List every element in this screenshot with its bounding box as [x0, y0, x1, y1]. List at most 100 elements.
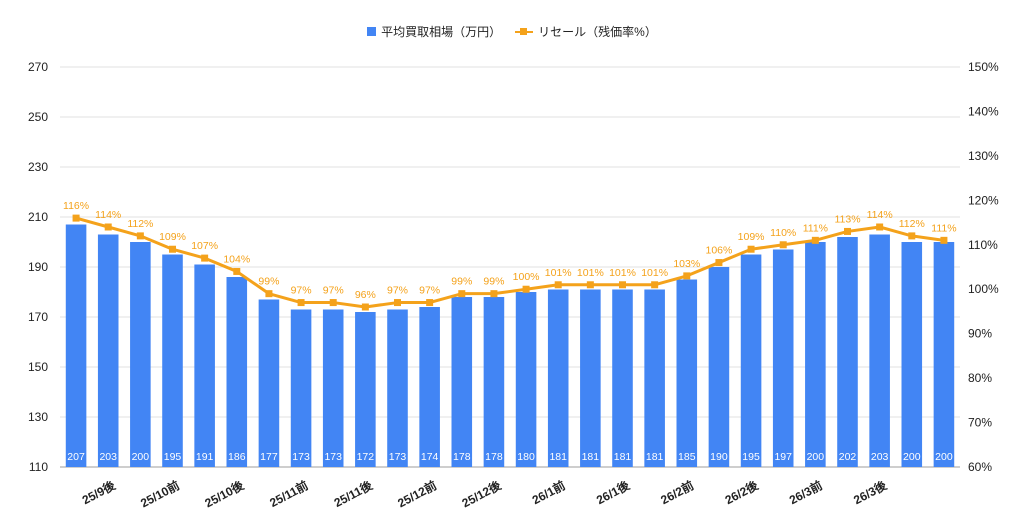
x-tick-label: 25/11後: [331, 477, 375, 510]
line-point: [394, 299, 401, 307]
bar-value-label: 202: [839, 451, 857, 463]
line-point: [747, 245, 755, 253]
bar: [676, 279, 698, 467]
x-tick-label: 25/11前: [267, 477, 311, 510]
line-point: [876, 223, 884, 231]
line-point: [458, 290, 466, 298]
line-value-label: 111%: [803, 222, 828, 234]
bar: [130, 242, 151, 467]
y-left-tick-label: 270: [28, 60, 48, 74]
y-right-tick-label: 80%: [968, 371, 992, 385]
line-value-label: 99%: [451, 276, 472, 288]
bar: [644, 289, 665, 467]
x-tick-label: 26/1前: [529, 477, 567, 507]
y-left-tick-label: 150: [28, 360, 48, 374]
x-tick-label: 25/12前: [395, 477, 439, 510]
bar: [772, 249, 794, 467]
line-value-label: 103%: [673, 258, 700, 270]
bar: [547, 289, 569, 467]
bar-value-label: 172: [357, 451, 375, 463]
legend: 平均買取相場（万円） リセール（残価率%）: [0, 23, 1024, 40]
line-point: [651, 281, 659, 289]
bar-value-label: 191: [196, 451, 214, 463]
bar: [65, 224, 87, 467]
line-value-label: 106%: [705, 245, 732, 257]
line-point: [522, 285, 530, 293]
bar: [322, 309, 344, 467]
line-value-label: 101%: [577, 267, 604, 279]
line-point: [683, 272, 691, 280]
line-value-label: 97%: [323, 285, 344, 297]
bar: [483, 297, 505, 467]
x-tick-label: 25/12後: [459, 477, 504, 510]
bar: [387, 309, 408, 467]
bar-value-label: 203: [871, 451, 889, 463]
bar-value-label: 200: [132, 451, 150, 463]
bar: [901, 242, 923, 467]
bar: [226, 277, 248, 467]
bar: [580, 289, 601, 467]
line-point: [136, 232, 144, 240]
bar: [869, 234, 890, 467]
bar-value-label: 195: [164, 451, 182, 463]
bar-value-label: 174: [421, 451, 439, 463]
bar-value-label: 181: [582, 451, 600, 463]
bar-value-label: 207: [67, 451, 85, 463]
x-tick-label: 26/3後: [851, 477, 890, 507]
line-value-label: 114%: [95, 209, 121, 221]
bar: [97, 234, 119, 467]
x-tick-label: 26/1後: [594, 477, 633, 507]
line-value-label: 96%: [355, 289, 376, 301]
x-tick-label: 25/10後: [202, 477, 247, 510]
bar: [355, 312, 376, 467]
bar-value-label: 173: [389, 451, 407, 463]
y-left-tick-label: 230: [28, 160, 48, 174]
y-left-tick-label: 250: [28, 110, 48, 124]
legend-line-label: リセール（残価率%）: [538, 25, 657, 39]
bar-value-label: 203: [99, 451, 117, 463]
bar-value-label: 200: [807, 451, 825, 463]
legend-item-bar: 平均買取相場（万円）: [367, 23, 501, 40]
line-value-label: 97%: [387, 285, 408, 297]
line-point: [72, 214, 80, 222]
line-point: [619, 281, 626, 289]
bar-value-label: 200: [935, 451, 953, 463]
y-left-tick-label: 210: [28, 210, 48, 224]
line-point: [104, 223, 112, 231]
line-value-label: 101%: [545, 267, 572, 279]
line-point: [265, 290, 273, 298]
line-value-label: 113%: [834, 213, 860, 225]
line-value-label: 112%: [899, 218, 925, 230]
bar: [933, 242, 955, 467]
line-value-label: 111%: [931, 222, 956, 234]
y-left-tick-label: 190: [28, 260, 48, 274]
bar-value-label: 190: [710, 451, 728, 463]
bar: [708, 267, 730, 467]
line-point: [844, 227, 851, 235]
bar: [515, 292, 537, 467]
bar-value-label: 195: [742, 451, 760, 463]
bar: [740, 254, 762, 467]
line-value-label: 99%: [483, 276, 504, 288]
y-right-tick-label: 100%: [968, 282, 999, 296]
bar-value-label: 178: [453, 451, 471, 463]
bar: [805, 242, 826, 467]
y-right-tick-label: 120%: [968, 193, 999, 207]
line-value-label: 101%: [609, 267, 636, 279]
y-left-tick-label: 130: [28, 410, 48, 424]
line-point: [329, 299, 337, 307]
bar: [837, 237, 858, 467]
y-right-tick-label: 150%: [968, 60, 999, 74]
legend-bar-swatch: [367, 27, 377, 36]
x-tick-label: 26/2前: [658, 477, 696, 507]
line-point: [490, 290, 498, 298]
line-point: [426, 299, 434, 307]
bar: [162, 254, 183, 467]
bar: [419, 307, 440, 467]
bar: [258, 299, 280, 467]
bar: [451, 297, 473, 467]
resale-line: [75, 216, 945, 309]
line-point: [908, 232, 916, 240]
line-point: [554, 281, 562, 289]
